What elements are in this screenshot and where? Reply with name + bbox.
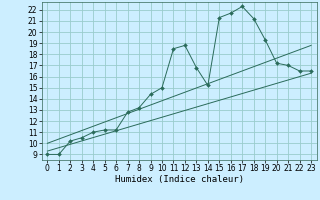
- X-axis label: Humidex (Indice chaleur): Humidex (Indice chaleur): [115, 175, 244, 184]
